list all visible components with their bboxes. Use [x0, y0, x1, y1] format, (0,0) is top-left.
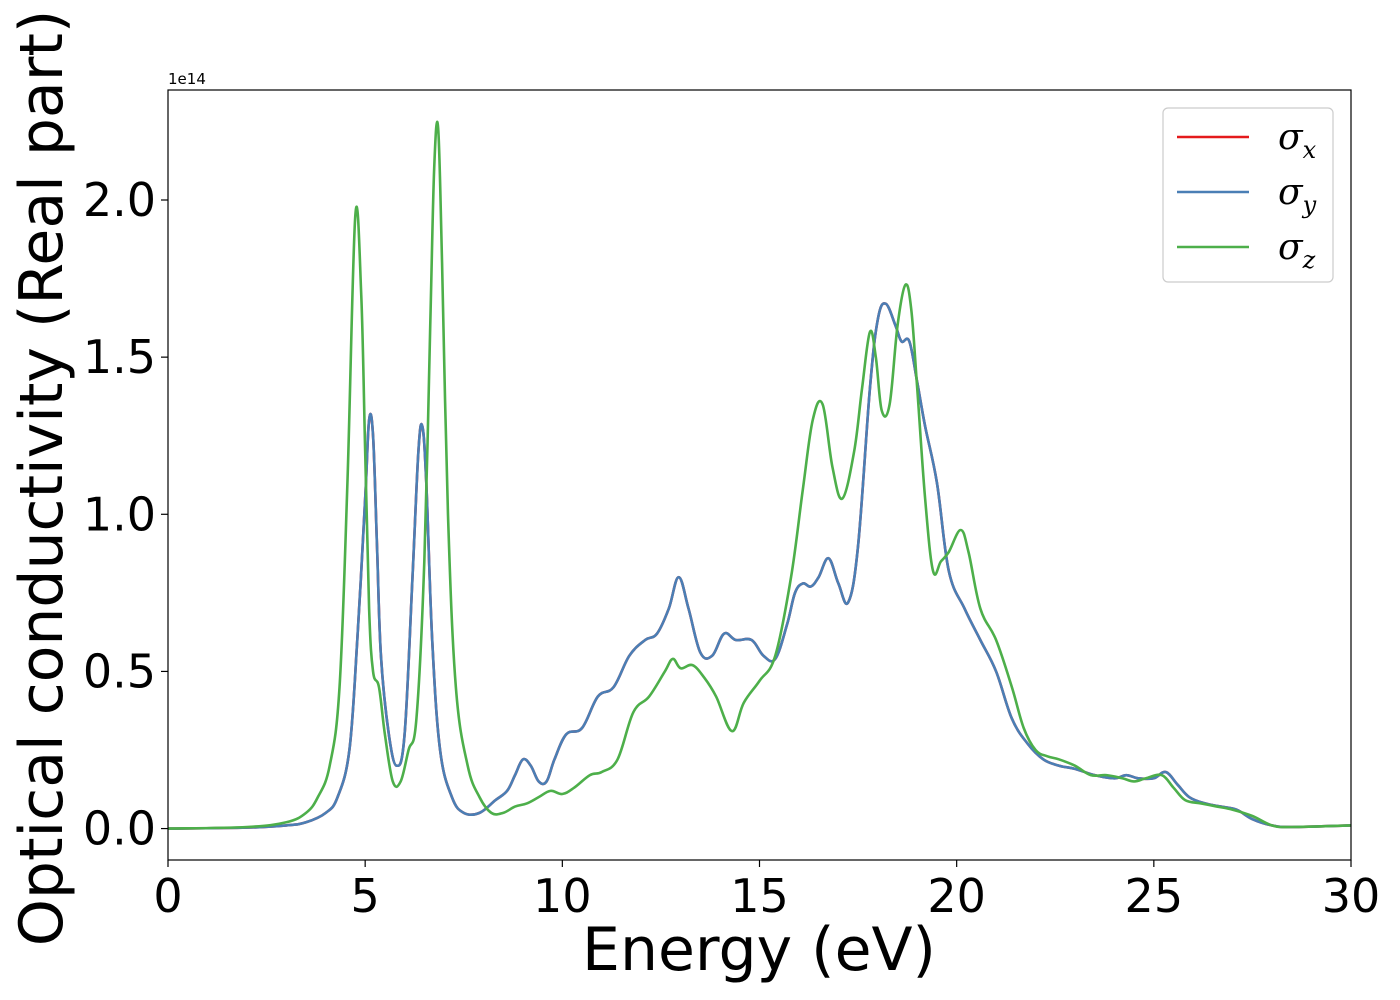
- x-tick-label: 10: [533, 869, 592, 923]
- y-tick-label: 1.5: [83, 330, 156, 384]
- series-line-z: [168, 120, 1351, 830]
- x-tick-label: 30: [1322, 869, 1381, 923]
- legend-label-y: σy: [1278, 172, 1317, 219]
- legend-label-x: σx: [1278, 117, 1317, 164]
- x-tick-label: 15: [730, 869, 789, 923]
- y-offset-label: 1e14: [168, 70, 206, 88]
- legend-label-z: σz: [1278, 227, 1316, 274]
- y-tick-label: 0.5: [83, 644, 156, 698]
- x-axis-ticks: 0 5 10 15 20 25 30: [153, 860, 1380, 923]
- y-tick-label: 2.0: [83, 173, 156, 227]
- y-axis-ticks: 0.0 0.5 1.0 1.5 2.0: [83, 173, 168, 856]
- legend: σx σy σz: [1162, 107, 1334, 283]
- legend-box: [1162, 107, 1334, 283]
- x-tick-label: 20: [927, 869, 986, 923]
- x-axis-label: Energy (eV): [582, 915, 936, 985]
- x-tick-label: 5: [351, 869, 380, 923]
- x-tick-label: 25: [1125, 869, 1184, 923]
- y-tick-label: 0.0: [83, 802, 156, 856]
- x-tick-label: 0: [153, 869, 182, 923]
- y-axis-label: Optical conductivity (Real part): [7, 10, 77, 947]
- series-lines: [168, 120, 1351, 830]
- y-tick-label: 1.0: [83, 487, 156, 541]
- series-line-y: [168, 302, 1351, 830]
